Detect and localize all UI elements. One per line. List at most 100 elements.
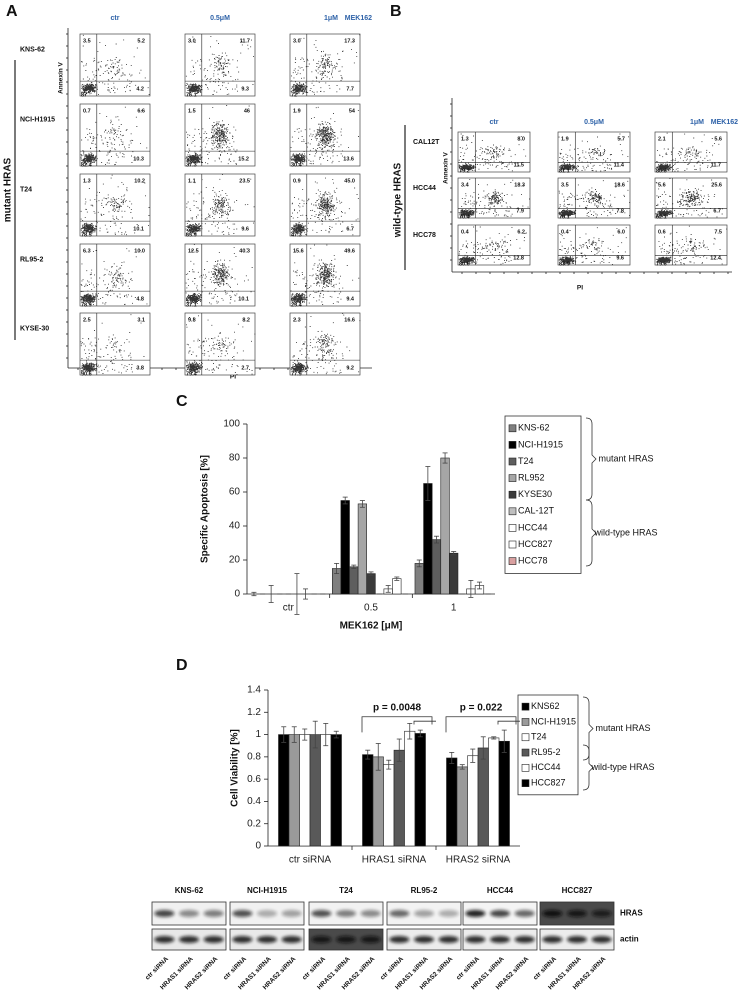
quadrant-value: 37.1 <box>186 302 197 308</box>
y-axis-label: Specific Apoptosis [%] <box>200 455 211 563</box>
legend-bracket <box>585 417 597 501</box>
quadrant-value: 8.2 <box>242 317 250 323</box>
blot-band <box>389 910 410 917</box>
column-header: 1μM <box>690 119 704 126</box>
error-bar <box>375 743 381 771</box>
error-bar <box>323 723 329 747</box>
quadrant-value: 17.3 <box>344 38 355 44</box>
y-tick-label: 1.2 <box>247 707 261 718</box>
drug-label: MEK162 <box>345 15 372 22</box>
quadrant-value: 5.6 <box>658 182 666 188</box>
bar <box>357 503 368 595</box>
bar <box>288 734 300 847</box>
group-label: mutant HRAS <box>3 157 14 222</box>
blot-band <box>438 936 459 943</box>
p-value: p = 0.0048 <box>373 702 422 713</box>
quadrant-value: 15.2 <box>238 156 249 162</box>
legend-group-label: wild-type HRAS <box>593 527 657 537</box>
flow-dots <box>290 313 361 375</box>
error-bar <box>433 535 439 544</box>
legend-label: CAL-12T <box>518 506 555 516</box>
y-tick-label: 1.4 <box>247 685 261 696</box>
quadrant-value: 87 <box>81 92 87 98</box>
error-bar <box>294 573 300 615</box>
error-bar <box>442 452 448 464</box>
quadrant-value: 70.4 <box>459 214 471 220</box>
quadrant-value: 1.1 <box>188 178 196 184</box>
quadrant-value: 0.9 <box>293 178 301 184</box>
quadrant-value: 6.7 <box>346 226 354 232</box>
flow-dots <box>458 178 530 218</box>
blot-band <box>591 910 612 917</box>
legend-swatch <box>508 540 517 549</box>
blot-band <box>179 936 199 943</box>
flow-dots <box>558 133 629 172</box>
quadrant-value: 81.1 <box>559 168 570 174</box>
flow-dots <box>558 227 627 265</box>
bar <box>340 500 350 595</box>
legend-label: RL952 <box>518 472 545 482</box>
x-tick-label: HRAS2 siRNA <box>446 855 511 866</box>
quadrant-value: 1.9 <box>561 136 569 142</box>
error-bar <box>268 585 274 603</box>
quadrant-value: 10.0 <box>134 248 145 254</box>
quadrant-value: 80.6 <box>656 168 667 174</box>
bar <box>404 730 416 847</box>
blot-band <box>311 936 332 943</box>
x-axis-label: MEK162 [μM] <box>340 621 403 632</box>
quadrant-value: 3.5 <box>83 38 91 44</box>
error-bar <box>459 764 465 770</box>
quadrant-value: 9.4 <box>346 296 355 302</box>
bar <box>449 552 459 595</box>
flow-dots <box>290 106 359 165</box>
error-bar <box>368 571 374 576</box>
quadrant-value: 25.6 <box>711 182 722 188</box>
bar <box>309 734 321 847</box>
blot-band <box>179 910 199 917</box>
blot-band <box>257 910 277 917</box>
blot-band <box>360 936 381 943</box>
protein-label: actin <box>620 935 639 944</box>
quadrant-value: 7.5 <box>714 229 722 235</box>
lane-label: ctr siRNA <box>455 955 481 981</box>
error-bar <box>425 466 431 501</box>
blot-title: T24 <box>339 886 353 895</box>
legend-swatch <box>508 424 517 433</box>
quadrant-value: 65.9 <box>186 232 197 238</box>
bar <box>393 749 405 847</box>
quadrant-value: 6.6 <box>137 108 145 114</box>
quadrant-value: 12.5 <box>188 248 199 254</box>
quadrant-value: 11.7 <box>711 162 721 168</box>
lane-label: ctr siRNA <box>222 955 248 981</box>
legend-swatch <box>521 733 530 742</box>
column-header: ctr <box>490 119 499 126</box>
quadrant-value: 9.3 <box>241 86 249 92</box>
error-bar <box>476 581 482 590</box>
legend-swatch <box>508 457 517 466</box>
error-bar <box>291 726 297 743</box>
x-tick-label: ctr <box>283 603 295 614</box>
legend-group-label: mutant HRAS <box>598 453 653 463</box>
bar <box>467 755 479 847</box>
flow-dots <box>80 314 145 374</box>
flow-dots <box>290 177 359 236</box>
quadrant-value: 11.7 <box>240 38 250 44</box>
legend-label: HCC78 <box>518 555 548 565</box>
bar <box>488 737 500 847</box>
panel-letter: C <box>176 393 188 410</box>
legend-swatch <box>521 748 530 757</box>
quadrant-value: 6.0 <box>617 229 625 235</box>
flow-dots <box>185 105 250 165</box>
quadrant-value: 16.6 <box>344 317 355 323</box>
legend-swatch <box>521 779 530 787</box>
legend-label: HCC44 <box>531 762 561 772</box>
error-bar <box>480 736 486 760</box>
y-tick-label: 0 <box>255 841 261 852</box>
quadrant-value: 90.6 <box>81 371 92 377</box>
quadrant-value: 0.4 <box>561 229 570 235</box>
error-bar <box>385 585 391 593</box>
quadrant-value: 10.1 <box>238 296 249 302</box>
blot-band <box>154 936 175 943</box>
quadrant-value: 15.6 <box>293 248 304 254</box>
